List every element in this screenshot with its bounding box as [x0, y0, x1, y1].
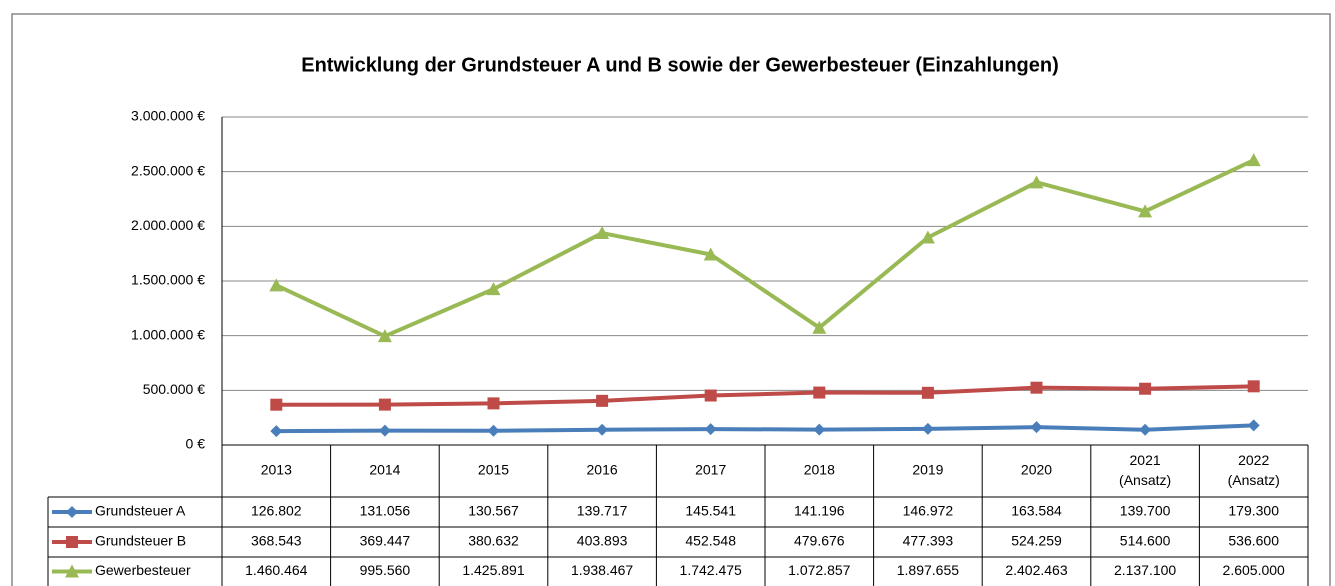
marker: [813, 423, 826, 436]
marker: [1247, 419, 1260, 432]
table-value: 369.447: [360, 533, 411, 549]
marker: [378, 398, 391, 411]
marker: [1246, 153, 1261, 167]
x-tick-label: 2014: [369, 462, 400, 478]
table-value: 536.600: [1228, 533, 1279, 549]
series-line: [276, 384, 1254, 407]
y-tick-label: 500.000 €: [143, 381, 205, 397]
marker: [812, 320, 827, 334]
marker: [1139, 382, 1152, 395]
table-value: 368.543: [251, 533, 302, 549]
table-value: 131.056: [360, 503, 411, 519]
legend-label: Grundsteuer B: [95, 533, 186, 549]
table-value: 2.402.463: [1005, 562, 1067, 578]
marker: [921, 386, 934, 399]
table-value: 145.541: [685, 503, 736, 519]
table-value: 995.560: [360, 562, 411, 578]
marker: [921, 422, 934, 435]
table-value: 2.605.000: [1223, 562, 1285, 578]
table-value: 1.460.464: [245, 562, 307, 578]
marker: [1029, 175, 1044, 189]
table-value: 1.897.655: [897, 562, 959, 578]
marker: [377, 329, 392, 343]
table-value: 1.425.891: [462, 562, 524, 578]
table-value: 130.567: [468, 503, 519, 519]
table-value: 403.893: [577, 533, 628, 549]
table-value: 1.742.475: [680, 562, 742, 578]
marker: [1247, 380, 1260, 393]
marker: [378, 424, 391, 437]
series-line: [276, 423, 1254, 434]
x-tick-label: 2018: [804, 462, 835, 478]
marker: [270, 425, 283, 438]
chart-title: Entwicklung der Grundsteuer A und B sowi…: [301, 54, 1059, 76]
table-value: 1.072.857: [788, 562, 850, 578]
table-value: 141.196: [794, 503, 845, 519]
marker: [1139, 423, 1152, 436]
marker: [813, 386, 826, 399]
table-value: 477.393: [903, 533, 954, 549]
marker: [920, 230, 935, 244]
x-tick-label: 2021 (Ansatz): [1119, 452, 1171, 488]
table-value: 139.700: [1120, 503, 1171, 519]
y-tick-label: 3.000.000 €: [131, 108, 205, 124]
marker: [595, 226, 610, 240]
marker: [269, 278, 284, 292]
x-tick-label: 2016: [587, 462, 618, 478]
table-value: 179.300: [1228, 503, 1279, 519]
marker: [703, 247, 718, 261]
marker: [66, 506, 78, 518]
marker: [487, 424, 500, 437]
y-tick-label: 2.500.000 €: [131, 162, 205, 178]
x-tick-label: 2013: [261, 462, 292, 478]
marker: [596, 394, 609, 407]
chart-frame: [11, 13, 1331, 586]
marker: [704, 423, 717, 436]
legend-label: Grundsteuer A: [95, 503, 186, 519]
x-tick-label: 2015: [478, 462, 509, 478]
table-value: 380.632: [468, 533, 519, 549]
table-value: 452.548: [685, 533, 736, 549]
y-tick-label: 0 €: [186, 436, 206, 452]
table-value: 163.584: [1011, 503, 1062, 519]
marker: [487, 397, 500, 410]
marker: [1138, 204, 1153, 218]
y-tick-label: 1.500.000 €: [131, 272, 205, 288]
table-value: 524.259: [1011, 533, 1062, 549]
x-tick-label: 2022 (Ansatz): [1228, 452, 1280, 488]
marker: [66, 536, 78, 548]
marker: [596, 423, 609, 436]
x-tick-label: 2017: [695, 462, 726, 478]
x-tick-label: 2020: [1021, 462, 1052, 478]
x-tick-label: 2019: [912, 462, 943, 478]
marker: [270, 398, 283, 411]
marker: [486, 282, 501, 296]
y-tick-label: 2.000.000 €: [131, 217, 205, 233]
marker: [1030, 381, 1043, 394]
legend-label: Gewerbesteuer: [95, 562, 191, 578]
y-tick-label: 1.000.000 €: [131, 326, 205, 342]
table-value: 146.972: [903, 503, 954, 519]
table-value: 1.938.467: [571, 562, 633, 578]
series-line: [275, 158, 1255, 339]
table-value: 139.717: [577, 503, 628, 519]
table-value: 514.600: [1120, 533, 1171, 549]
table-value: 126.802: [251, 503, 302, 519]
table-value: 2.137.100: [1114, 562, 1176, 578]
marker: [1030, 421, 1043, 434]
marker: [704, 389, 717, 402]
marker: [65, 564, 79, 578]
table-value: 479.676: [794, 533, 845, 549]
